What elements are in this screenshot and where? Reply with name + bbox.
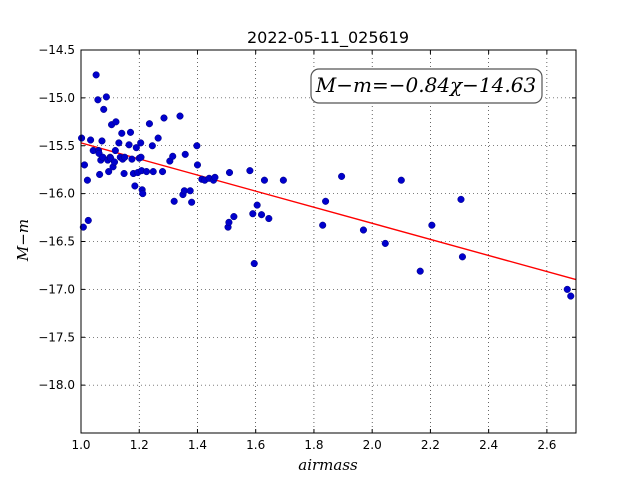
data-point: [257, 211, 266, 219]
data-point: [78, 134, 86, 142]
data-point: [211, 173, 219, 181]
data-point: [193, 161, 202, 169]
data-point: [83, 176, 91, 184]
x-tick-label: 1.6: [246, 438, 265, 452]
data-point: [225, 218, 233, 226]
data-point: [154, 134, 162, 142]
data-point: [230, 213, 238, 221]
data-point: [125, 141, 133, 149]
x-tick-label: 1.2: [130, 438, 149, 452]
data-point: [98, 137, 106, 145]
data-point: [428, 221, 436, 229]
data-point: [397, 176, 405, 184]
y-tick-label: −16.5: [38, 235, 75, 249]
data-point: [253, 201, 261, 209]
data-point: [260, 176, 268, 184]
x-tick-label: 1.4: [188, 438, 207, 452]
data-point: [94, 96, 102, 104]
data-point: [142, 168, 151, 176]
data-point: [225, 169, 234, 177]
data-point: [249, 210, 257, 218]
data-point: [92, 71, 100, 79]
data-point: [110, 158, 119, 166]
x-tick-label: 1.0: [71, 438, 90, 452]
data-point: [102, 93, 110, 101]
data-point: [100, 105, 108, 113]
y-tick-label: −16.0: [38, 187, 75, 201]
data-point: [158, 168, 167, 176]
data-point: [563, 285, 571, 293]
data-point: [137, 139, 145, 147]
data-point: [115, 139, 123, 147]
data-point: [279, 176, 287, 184]
data-point: [160, 114, 168, 122]
data-point: [121, 153, 129, 161]
fit-equation-box: M−m=−0.84χ−14.63: [310, 68, 543, 104]
data-point: [176, 112, 184, 120]
data-point: [87, 136, 95, 144]
data-point: [359, 226, 367, 234]
data-point: [149, 168, 157, 176]
x-tick-label: 2.6: [537, 438, 556, 452]
data-point: [169, 152, 177, 160]
fit-line-layer: [80, 142, 577, 281]
data-point: [416, 267, 424, 275]
data-point: [145, 120, 153, 128]
x-tick-label: 2.0: [363, 438, 382, 452]
data-point: [170, 197, 178, 205]
data-point: [132, 144, 140, 152]
data-point: [128, 155, 136, 163]
y-tick-label: −15.0: [38, 91, 75, 105]
data-point: [567, 292, 575, 300]
x-tick-label: 2.2: [421, 438, 440, 452]
axis-ticks: 1.0 1.2 1.4 1.6 1.8 2.0 2.2 2.4 2.6 −14.5 −15.0 −15…: [38, 43, 576, 452]
data-point: [319, 221, 327, 229]
data-point: [381, 239, 389, 247]
y-tick-label: −14.5: [38, 43, 75, 57]
data-point: [120, 169, 128, 178]
data-point: [137, 153, 145, 161]
fit-line: [80, 142, 577, 281]
data-point: [250, 259, 258, 268]
x-tick-label: 1.8: [304, 438, 323, 452]
data-point: [112, 118, 120, 126]
data-point: [80, 161, 89, 169]
data-point: [79, 223, 87, 231]
data-point: [131, 182, 139, 190]
data-point: [139, 190, 147, 198]
x-tick-label: 2.4: [479, 438, 498, 452]
data-point: [96, 170, 104, 179]
y-tick-label: −18.0: [38, 378, 75, 392]
data-point: [246, 167, 254, 175]
fit-equation-frame: [310, 68, 543, 104]
data-point: [458, 253, 466, 261]
data-point: [181, 150, 189, 158]
chart-title: 2022-05-11_025619: [247, 28, 409, 48]
fit-equation: M−m=−0.84χ−14.63: [315, 73, 536, 97]
data-point: [126, 128, 135, 136]
data-point: [84, 216, 92, 224]
x-axis-label: airmass: [298, 456, 358, 474]
data-point: [457, 195, 465, 203]
data-point: [118, 129, 126, 137]
data-point: [322, 197, 330, 205]
data-point: [148, 142, 156, 150]
data-point: [265, 214, 273, 223]
y-tick-label: −15.5: [38, 139, 75, 153]
data-point: [111, 146, 119, 155]
y-tick-label: −17.0: [38, 282, 75, 296]
data-point: [188, 198, 196, 206]
data-point: [338, 172, 346, 180]
y-axis-label: M−m: [14, 219, 32, 262]
data-points: [78, 71, 575, 300]
data-point: [186, 187, 194, 195]
data-point: [193, 142, 201, 150]
data-point: [105, 168, 113, 176]
y-tick-label: −17.5: [38, 330, 75, 344]
